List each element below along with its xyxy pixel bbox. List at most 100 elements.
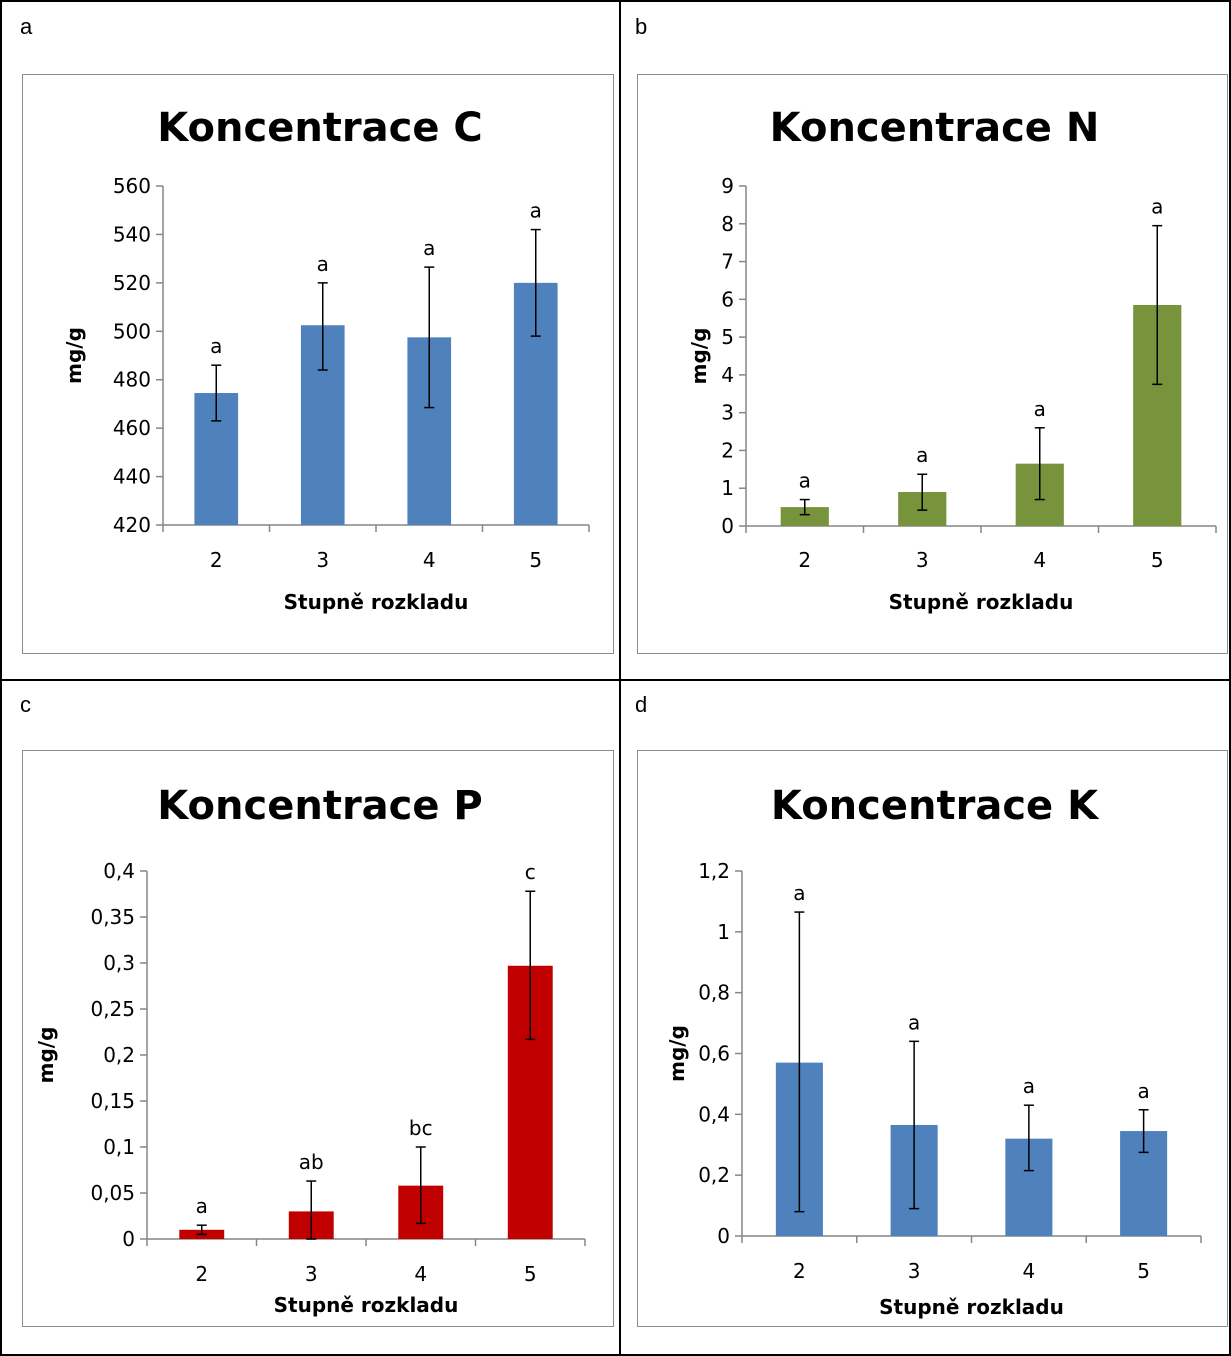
panel-a: a Koncentrace C 420 440 460 480 500 520 540 560 a… xyxy=(0,0,620,680)
y-tick-label: 0,3 xyxy=(103,951,135,975)
significance-label: c xyxy=(525,860,536,884)
significance-label: a xyxy=(1023,1074,1035,1098)
chart-concentration-p: Koncentrace P 0 0,05 0,1 0,15 0,2 0,25 0,3 0,35 0… xyxy=(34,783,586,1317)
significance-label: a xyxy=(1151,195,1163,219)
significance-label: ab xyxy=(299,1150,324,1174)
panel-b: b Koncentrace N 0 1 2 3 4 5 6 7 8 9 a 2 a 3 a 4 a 5 Stupně … xyxy=(620,0,1231,680)
y-tick-label: 6 xyxy=(721,287,734,311)
panel-label-b: b xyxy=(635,14,648,39)
grid-border-middle xyxy=(0,679,1231,681)
y-tick-label: 0,05 xyxy=(90,1181,135,1205)
y-tick-label: 520 xyxy=(113,271,151,295)
panel-c: c Koncentrace P 0 0,05 0,1 0,15 0,2 0,25 0,3 0,3… xyxy=(0,680,620,1356)
significance-label: a xyxy=(908,1010,920,1034)
x-tick-label: 3 xyxy=(908,1259,921,1283)
y-tick-label: 9 xyxy=(721,174,734,198)
y-tick-label: 0,8 xyxy=(698,981,730,1005)
significance-label: a xyxy=(916,443,928,467)
x-tick-label: 5 xyxy=(1151,548,1164,572)
y-tick-label: 1 xyxy=(717,920,730,944)
y-axis-title: mg/g xyxy=(665,1025,689,1082)
y-tick-label: 1 xyxy=(721,476,734,500)
x-tick-label: 4 xyxy=(1023,1259,1036,1283)
y-tick-label: 0,35 xyxy=(90,905,135,929)
chart-title: Koncentrace K xyxy=(771,783,1100,829)
y-tick-label: 0,25 xyxy=(90,997,135,1021)
y-tick-label: 0 xyxy=(717,1224,730,1248)
x-tick-label: 5 xyxy=(524,1262,537,1286)
x-tick-label: 4 xyxy=(414,1262,427,1286)
chart-concentration-c: Koncentrace C 420 440 460 480 500 520 540 560 a 2 a… xyxy=(62,105,590,614)
x-axis-title: Stupně rozkladu xyxy=(879,1295,1064,1319)
x-axis-title: Stupně rozkladu xyxy=(889,590,1074,614)
x-tick-label: 2 xyxy=(798,548,811,572)
chart-frame-b: Koncentrace N 0 1 2 3 4 5 6 7 8 9 a 2 a 3 a 4 a 5 Stupně ro… xyxy=(637,74,1228,654)
y-axis-title: mg/g xyxy=(34,1027,58,1084)
panel-label-d: d xyxy=(635,692,648,717)
grid-border-bottom xyxy=(0,1354,1231,1356)
x-tick-label: 2 xyxy=(195,1262,208,1286)
significance-label: a xyxy=(530,199,542,223)
x-tick-label: 2 xyxy=(210,548,223,572)
significance-label: a xyxy=(317,252,329,276)
y-tick-label: 440 xyxy=(113,465,151,489)
chart-title: Koncentrace P xyxy=(157,783,483,829)
significance-label: a xyxy=(196,1194,208,1218)
chart-frame-a: Koncentrace C 420 440 460 480 500 520 540 560 a 2 a… xyxy=(22,74,614,654)
significance-label: a xyxy=(1137,1079,1149,1103)
y-tick-label: 0,2 xyxy=(103,1043,135,1067)
y-tick-label: 2 xyxy=(721,438,734,462)
x-tick-label: 3 xyxy=(916,548,929,572)
x-axis-title: Stupně rozkladu xyxy=(274,1293,459,1317)
significance-label: a xyxy=(799,469,811,493)
x-tick-label: 4 xyxy=(423,548,436,572)
panel-d: d Koncentrace K 0 0,2 0,4 0,6 0,8 1 1,2 a 2 a 3 a 4 a 5… xyxy=(620,680,1231,1356)
significance-label: a xyxy=(423,236,435,260)
grid-border-left xyxy=(0,0,2,1356)
x-tick-label: 5 xyxy=(1137,1259,1150,1283)
y-tick-label: 0 xyxy=(721,514,734,538)
significance-label: bc xyxy=(409,1116,433,1140)
chart-concentration-n: Koncentrace N 0 1 2 3 4 5 6 7 8 9 a 2 a 3 a 4 a 5 Stupně ro… xyxy=(687,105,1217,614)
y-tick-label: 5 xyxy=(721,325,734,349)
y-tick-label: 460 xyxy=(113,416,151,440)
y-tick-label: 560 xyxy=(113,174,151,198)
chart-frame-c: Koncentrace P 0 0,05 0,1 0,15 0,2 0,25 0,3 0,35 0… xyxy=(22,750,614,1327)
chart-title: Koncentrace C xyxy=(157,105,483,151)
y-tick-label: 480 xyxy=(113,368,151,392)
y-tick-label: 0,1 xyxy=(103,1135,135,1159)
grid-border-center xyxy=(619,0,621,1356)
y-axis-title: mg/g xyxy=(687,328,711,385)
y-tick-label: 540 xyxy=(113,222,151,246)
chart-frame-d: Koncentrace K 0 0,2 0,4 0,6 0,8 1 1,2 a 2 a 3 a 4 a 5 St… xyxy=(637,750,1228,1327)
significance-label: a xyxy=(1034,397,1046,421)
y-tick-label: 4 xyxy=(721,363,734,387)
significance-label: a xyxy=(793,881,805,905)
x-tick-label: 3 xyxy=(305,1262,318,1286)
y-tick-label: 500 xyxy=(113,319,151,343)
y-tick-label: 420 xyxy=(113,513,151,537)
y-tick-label: 0 xyxy=(122,1227,135,1251)
y-tick-label: 0,4 xyxy=(103,859,135,883)
x-tick-label: 4 xyxy=(1033,548,1046,572)
panel-label-c: c xyxy=(20,692,31,717)
y-tick-label: 1,2 xyxy=(698,859,730,883)
y-tick-label: 0,6 xyxy=(698,1042,730,1066)
grid-border-top xyxy=(0,0,1231,2)
x-tick-label: 2 xyxy=(793,1259,806,1283)
x-axis-title: Stupně rozkladu xyxy=(284,590,469,614)
y-tick-label: 3 xyxy=(721,401,734,425)
significance-label: a xyxy=(210,334,222,358)
chart-concentration-k: Koncentrace K 0 0,2 0,4 0,6 0,8 1 1,2 a 2 a 3 a 4 a 5 St… xyxy=(665,783,1202,1319)
y-tick-label: 0,15 xyxy=(90,1089,135,1113)
x-tick-label: 3 xyxy=(316,548,329,572)
bar xyxy=(780,507,829,526)
y-tick-label: 0,4 xyxy=(698,1102,730,1126)
y-tick-label: 7 xyxy=(721,250,734,274)
y-axis-title: mg/g xyxy=(62,327,86,384)
y-tick-label: 8 xyxy=(721,212,734,236)
chart-title: Koncentrace N xyxy=(770,105,1100,151)
grid-border-right xyxy=(1229,0,1231,1356)
x-tick-label: 5 xyxy=(529,548,542,572)
